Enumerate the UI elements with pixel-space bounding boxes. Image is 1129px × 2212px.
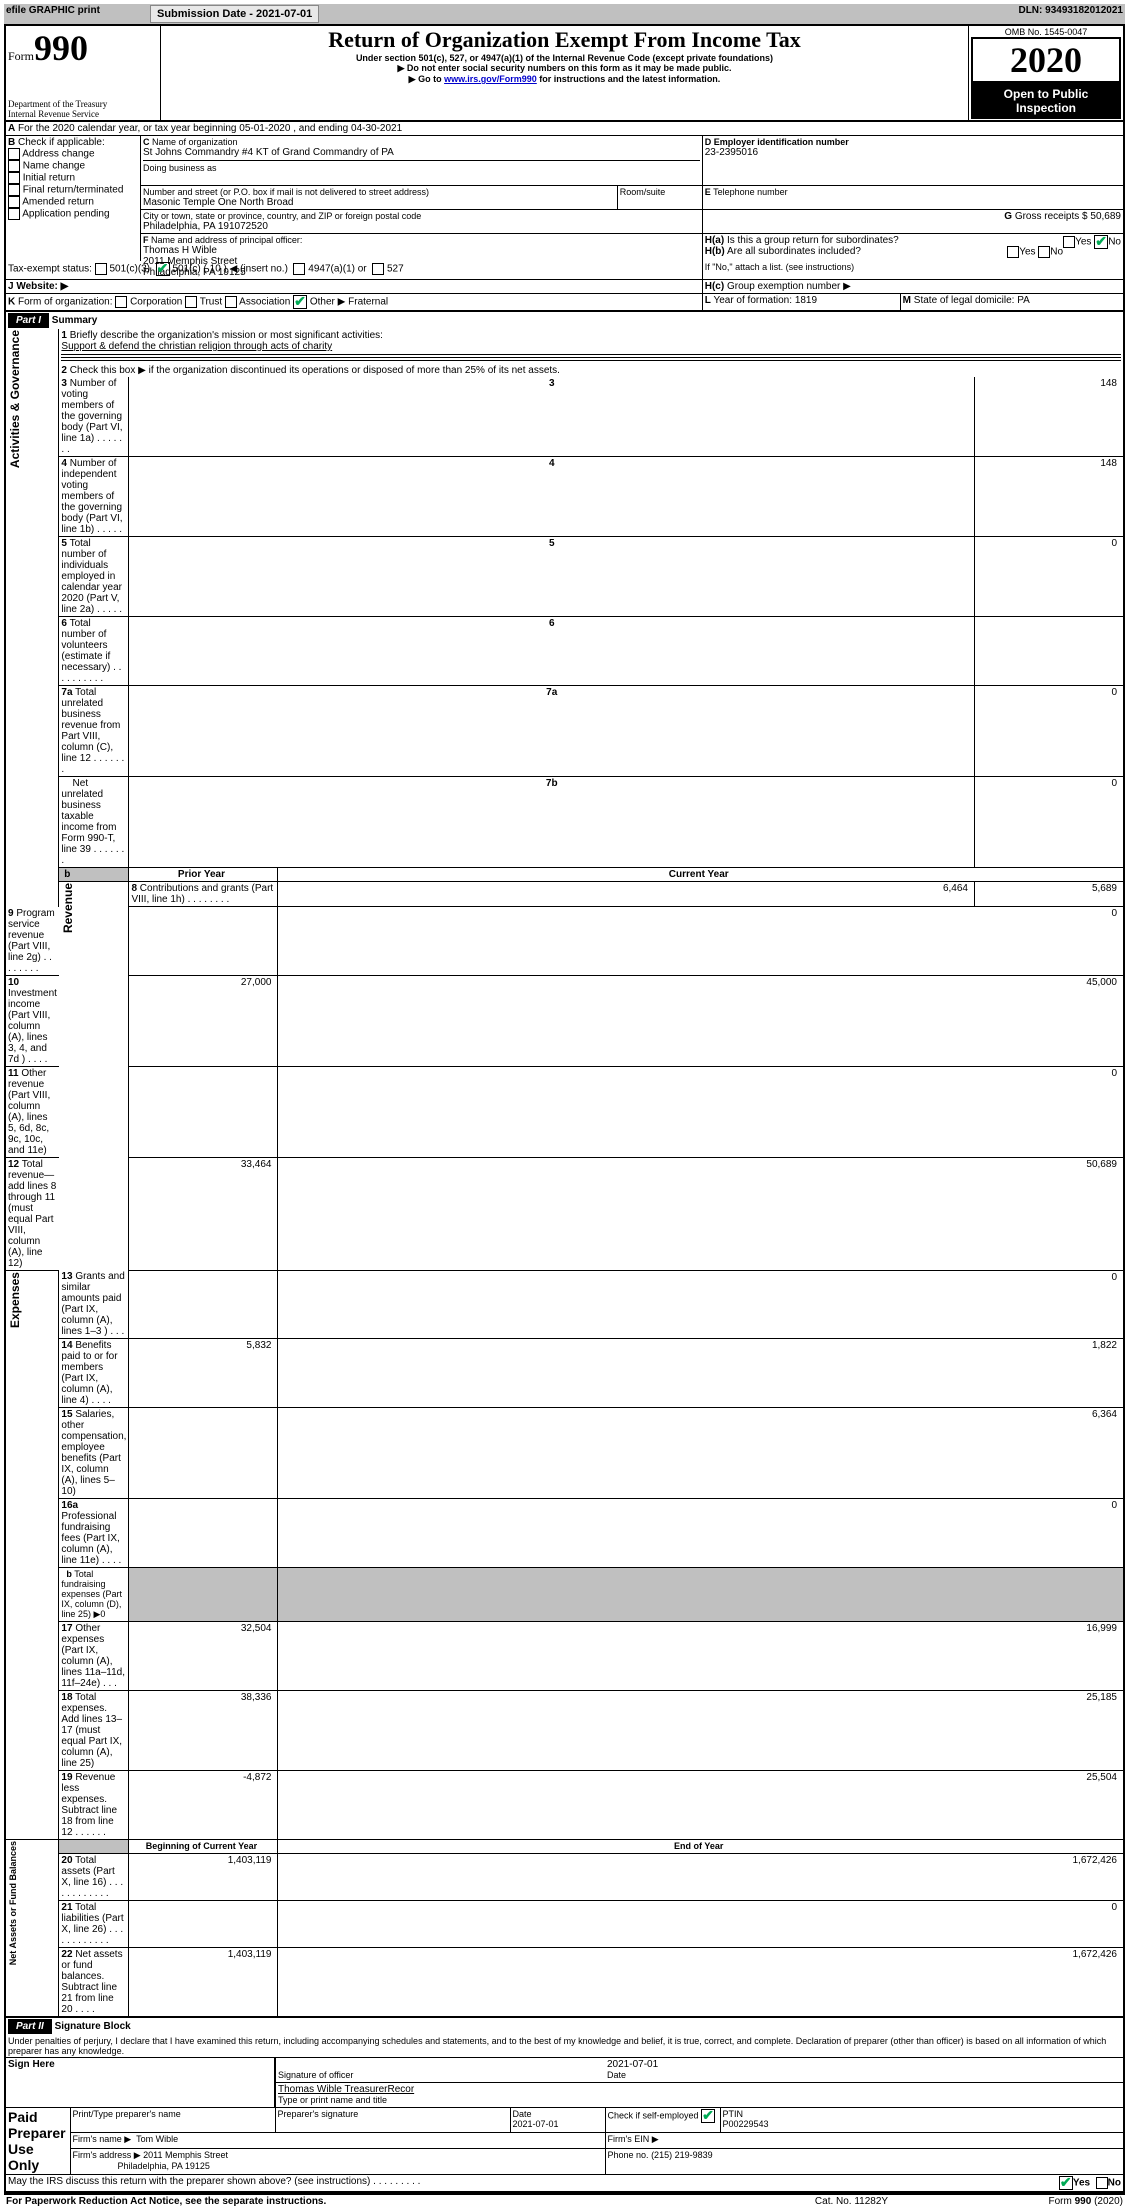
state-domicile: PA	[1017, 295, 1030, 306]
org-address: Masonic Temple One North Broad	[143, 197, 615, 208]
chk-self-employed[interactable]	[701, 2109, 715, 2123]
signer-name: Thomas Wible TreasurerRecor	[278, 2084, 414, 2095]
chk-apppending[interactable]	[8, 208, 20, 220]
part1: Part I Summary Activities & Governance 1…	[4, 312, 1125, 2018]
part2-title: Part II	[8, 2019, 52, 2034]
firm-addr: 2011 Memphis Street	[143, 2150, 228, 2160]
page-title: Return of Organization Exempt From Incom…	[163, 27, 966, 53]
chk-527[interactable]	[372, 263, 384, 275]
hb-yes[interactable]	[1007, 246, 1019, 258]
header-sub3-pre: ▶ Go to	[409, 74, 444, 84]
irs-label: Internal Revenue Service	[8, 109, 158, 119]
side-exp: Expenses	[8, 1272, 22, 1328]
discuss-yes[interactable]	[1059, 2176, 1073, 2190]
open-public: Open to Public Inspection	[971, 83, 1121, 119]
chk-4947[interactable]	[293, 263, 305, 275]
org-name: St Johns Commandry #4 KT of Grand Comman…	[143, 147, 700, 158]
chk-trust[interactable]	[185, 296, 197, 308]
dln-label: DLN: 93493182012021	[1018, 5, 1123, 16]
sign-here: Sign Here	[5, 2058, 70, 2108]
gross-receipts: 50,689	[1090, 211, 1121, 222]
tax-year: 2020	[971, 37, 1121, 83]
submission-date-button[interactable]: Submission Date - 2021-07-01	[150, 5, 319, 23]
chk-other[interactable]	[293, 295, 307, 309]
side-ag: Activities & Governance	[8, 330, 22, 468]
kform-other: Fraternal	[348, 297, 388, 308]
sign-date: 2021-07-01	[607, 2059, 658, 2070]
header-sub1: Under section 501(c), 527, or 4947(a)(1)…	[163, 53, 966, 63]
ptin: P00229543	[723, 2119, 769, 2129]
chk-namechange[interactable]	[8, 160, 20, 172]
mission: Support & defend the christian religion …	[61, 341, 332, 352]
firm-name: Tom Wible	[136, 2134, 178, 2144]
year-formation: 1819	[795, 295, 817, 306]
chk-final[interactable]	[8, 184, 20, 196]
entity-block: A For the 2020 calendar year, or tax yea…	[4, 122, 1125, 312]
topbar: efile GRAPHIC print Submission Date - 20…	[4, 4, 1125, 24]
chk-amended[interactable]	[8, 196, 20, 208]
b-label: Check if applicable:	[18, 137, 105, 148]
instructions-link[interactable]: www.irs.gov/Form990	[444, 74, 537, 84]
org-city: Philadelphia, PA 191072520	[143, 221, 700, 232]
ha-yes[interactable]	[1063, 236, 1075, 248]
hb-no[interactable]	[1038, 246, 1050, 258]
side-net: Net Assets or Fund Balances	[8, 1841, 18, 1965]
chk-501c[interactable]	[156, 262, 170, 276]
chk-assoc[interactable]	[225, 296, 237, 308]
form-label: Form	[8, 49, 34, 63]
form-number: 990	[34, 28, 88, 68]
part1-title: Part I	[8, 313, 49, 328]
ein: 23-2395016	[705, 147, 1121, 158]
side-rev: Revenue	[61, 883, 75, 933]
omb-label: OMB No. 1545-0047	[971, 27, 1121, 37]
chk-501c3[interactable]	[95, 263, 107, 275]
header-sub3-post: for instructions and the latest informat…	[537, 74, 721, 84]
dept-label: Department of the Treasury	[8, 99, 158, 109]
discuss-no[interactable]	[1096, 2177, 1108, 2189]
officer-name: Thomas H Wible	[143, 245, 700, 256]
ha-no[interactable]	[1094, 235, 1108, 249]
chk-corp[interactable]	[115, 296, 127, 308]
header-sub2: ▶ Do not enter social security numbers o…	[163, 63, 966, 74]
form-header: Form990 Department of the Treasury Inter…	[4, 24, 1125, 122]
firm-phone: (215) 219-9839	[651, 2150, 713, 2160]
part2: Part II Signature Block Under penalties …	[4, 2018, 1125, 2193]
efile-label: efile GRAPHIC print	[6, 5, 100, 16]
a-text: For the 2020 calendar year, or tax year …	[18, 123, 402, 134]
declaration: Under penalties of perjury, I declare th…	[5, 2035, 1124, 2058]
paid-preparer: Paid Preparer Use Only	[5, 2108, 70, 2175]
chk-address[interactable]	[8, 148, 20, 160]
chk-initial[interactable]	[8, 172, 20, 184]
